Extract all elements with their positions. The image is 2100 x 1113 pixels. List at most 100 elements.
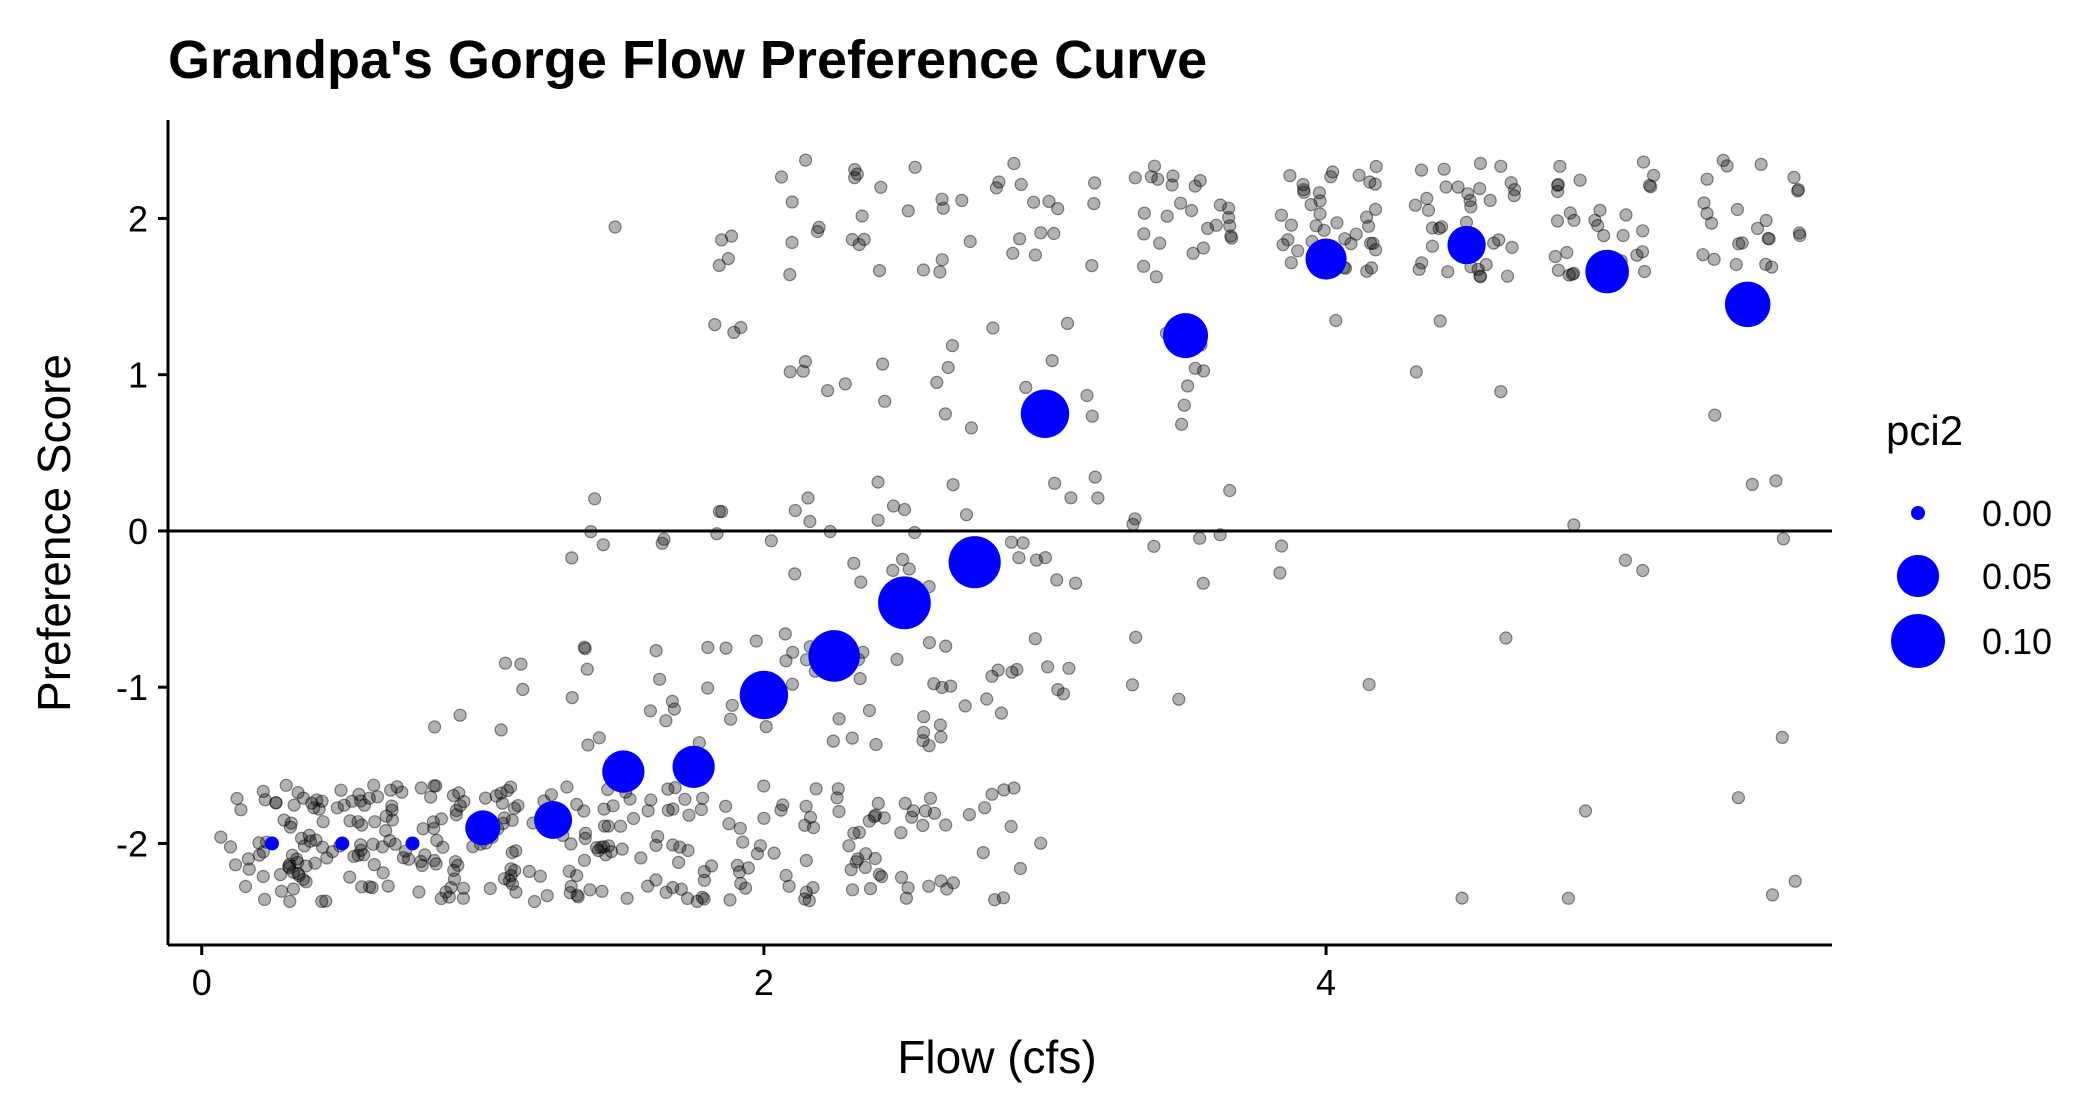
y-tick-label: -2: [116, 823, 148, 864]
raw-response-point: [1324, 170, 1338, 184]
raw-response-point: [1330, 216, 1344, 230]
raw-response-point: [895, 552, 910, 567]
raw-response-point: [428, 720, 442, 734]
raw-response-point: [1451, 180, 1465, 194]
raw-response-point: [1221, 201, 1236, 215]
raw-response-point: [1360, 264, 1374, 278]
raw-response-point: [1144, 170, 1158, 184]
raw-response-point: [1004, 535, 1019, 549]
raw-response-point: [1188, 179, 1202, 193]
mean-preference-point: [602, 750, 645, 793]
raw-response-point: [724, 229, 739, 243]
raw-response-point: [305, 796, 319, 810]
mean-preference-point: [1305, 238, 1347, 280]
raw-response-point: [838, 377, 852, 391]
raw-response-point: [649, 873, 663, 887]
raw-response-point: [943, 679, 958, 693]
raw-response-point: [601, 819, 615, 833]
raw-response-point: [907, 525, 922, 540]
legend-label: 0.10: [1982, 621, 2052, 662]
raw-response-point: [383, 833, 397, 848]
raw-response-point: [357, 798, 372, 812]
raw-response-point: [452, 786, 466, 800]
raw-response-point: [1064, 491, 1078, 505]
raw-response-point: [927, 806, 942, 820]
raw-response-point: [252, 836, 266, 850]
raw-response-point: [1563, 206, 1577, 220]
raw-response-point: [845, 731, 859, 745]
raw-response-point: [935, 253, 949, 267]
raw-response-point: [666, 802, 680, 816]
raw-response-point: [1616, 228, 1630, 243]
raw-response-point: [872, 264, 887, 278]
raw-response-point: [315, 840, 330, 854]
raw-response-point: [396, 851, 411, 865]
raw-response-point: [320, 851, 334, 865]
raw-response-point: [1731, 791, 1746, 805]
raw-response-point: [678, 792, 692, 806]
raw-response-point: [502, 874, 517, 888]
raw-response-point: [996, 891, 1011, 905]
raw-response-point: [733, 821, 747, 835]
raw-response-point: [1056, 687, 1071, 701]
y-tick-label: 0: [128, 511, 148, 552]
raw-response-point: [1309, 219, 1323, 233]
raw-response-point: [1352, 168, 1366, 182]
raw-response-point: [238, 879, 253, 894]
raw-response-point: [778, 627, 792, 641]
raw-response-point: [570, 797, 584, 812]
raw-response-point: [571, 890, 585, 904]
raw-response-point: [381, 879, 395, 893]
raw-response-point: [1026, 195, 1041, 209]
raw-response-point: [592, 731, 606, 745]
raw-response-point: [1196, 241, 1211, 255]
raw-response-point: [890, 652, 904, 667]
raw-response-point: [489, 789, 503, 803]
raw-response-point: [1708, 408, 1722, 422]
raw-response-point: [1040, 660, 1055, 674]
raw-response-point: [429, 857, 443, 871]
raw-response-point: [1188, 361, 1202, 375]
raw-response-point: [1487, 236, 1501, 250]
raw-response-point: [456, 881, 471, 895]
raw-response-point: [228, 858, 243, 872]
raw-response-point: [1630, 248, 1644, 262]
raw-response-point: [1274, 539, 1289, 553]
raw-response-point: [934, 874, 948, 888]
raw-response-point: [453, 799, 467, 813]
raw-response-point: [774, 803, 788, 817]
raw-response-point: [1439, 180, 1453, 194]
raw-response-point: [296, 872, 310, 887]
raw-response-point: [325, 844, 340, 859]
raw-response-point: [434, 812, 448, 826]
raw-response-point: [1432, 221, 1446, 236]
raw-response-point: [1494, 385, 1508, 399]
raw-response-point: [1184, 203, 1199, 218]
raw-response-point: [284, 816, 298, 830]
raw-response-point: [853, 671, 867, 686]
raw-response-point: [894, 870, 909, 885]
raw-response-point: [1507, 189, 1521, 203]
raw-response-point: [899, 891, 914, 905]
mean-preference-point: [465, 810, 501, 846]
raw-response-point: [842, 839, 856, 853]
raw-response-point: [991, 663, 1005, 677]
raw-response-point: [812, 220, 826, 234]
raw-response-point: [1012, 232, 1027, 246]
raw-response-point: [330, 801, 344, 815]
raw-response-point: [785, 235, 799, 249]
raw-response-point: [395, 785, 409, 799]
raw-response-point: [604, 844, 619, 859]
raw-response-point: [940, 882, 954, 896]
raw-response-point: [1425, 221, 1440, 235]
raw-response-point: [1720, 159, 1734, 173]
raw-response-point: [1414, 163, 1429, 177]
raw-response-point: [1735, 236, 1749, 250]
raw-response-point: [351, 848, 365, 862]
raw-response-point: [721, 252, 735, 266]
raw-response-point: [657, 532, 671, 546]
raw-response-point: [505, 813, 519, 827]
raw-response-point: [1745, 477, 1759, 491]
raw-response-point: [504, 868, 518, 883]
raw-response-point: [1042, 194, 1056, 208]
